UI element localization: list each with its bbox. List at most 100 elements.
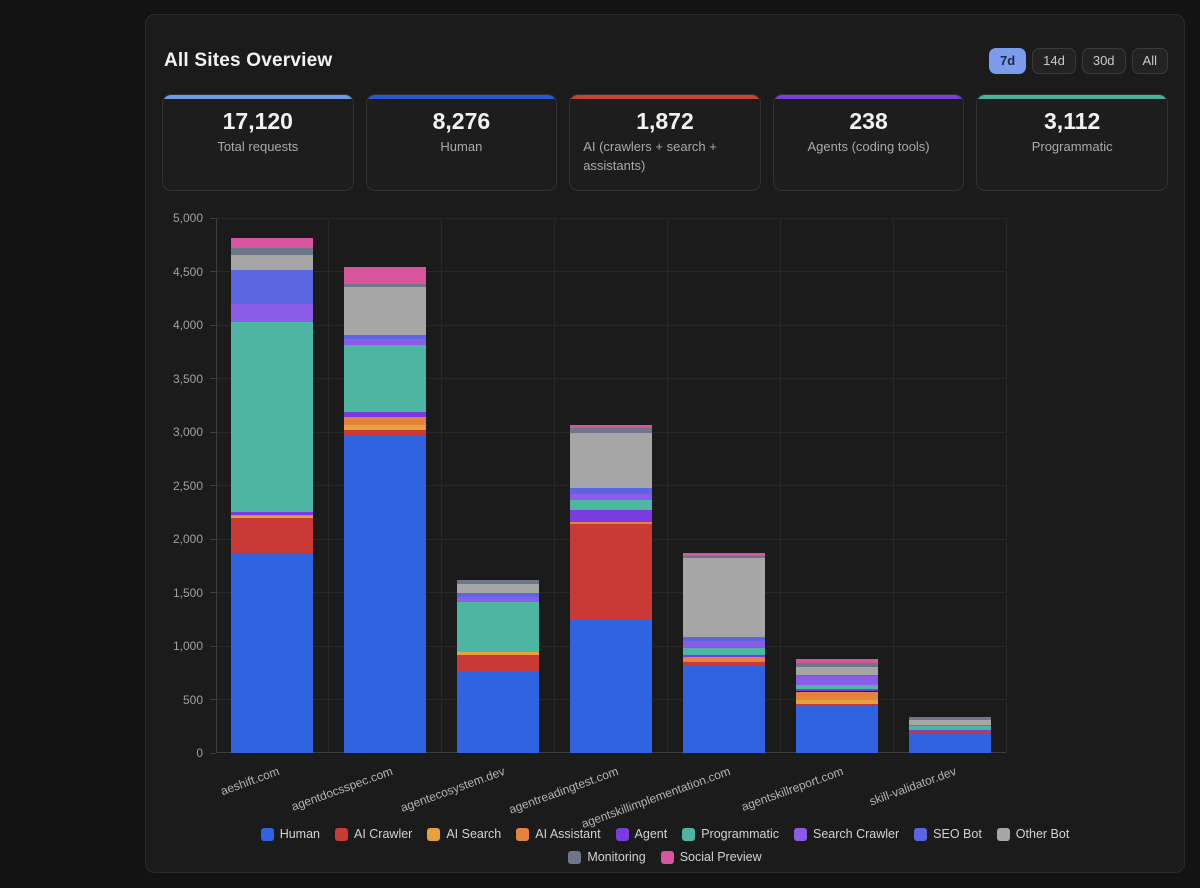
bar-segment-other-bot[interactable] bbox=[231, 255, 314, 271]
range-button-7d[interactable]: 7d bbox=[988, 48, 1027, 74]
bar-segment-search-crawler[interactable] bbox=[344, 339, 427, 345]
bar-segment-social-preview[interactable] bbox=[231, 238, 314, 248]
bar-segment-ai-search[interactable] bbox=[344, 425, 427, 431]
bar-segment-other-bot[interactable] bbox=[570, 432, 652, 489]
bar-segment-ai-search[interactable] bbox=[457, 652, 540, 655]
bar-segment-programmatic[interactable] bbox=[908, 725, 991, 730]
bar-segment-ai-crawler[interactable] bbox=[344, 430, 427, 437]
legend-item-programmatic[interactable]: Programmatic bbox=[682, 827, 779, 841]
bar-segment-other-bot[interactable] bbox=[344, 287, 427, 336]
stat-label: Programmatic bbox=[1031, 139, 1113, 154]
legend-label: AI Crawler bbox=[354, 827, 413, 841]
bar-segment-human[interactable] bbox=[570, 620, 652, 753]
bar-segment-ai-assistant[interactable] bbox=[457, 651, 540, 653]
legend-item-seo-bot[interactable]: SEO Bot bbox=[914, 827, 982, 841]
bar-segment-social-preview[interactable] bbox=[344, 266, 427, 284]
bar-segment-other-bot[interactable] bbox=[908, 719, 991, 725]
bar-segment-ai-crawler[interactable] bbox=[908, 730, 991, 733]
bar-segment-other-bot[interactable] bbox=[457, 584, 540, 593]
bar-segment-agent[interactable] bbox=[682, 655, 765, 658]
bar-segment-ai-assistant[interactable] bbox=[231, 514, 314, 516]
bar-segment-monitoring[interactable] bbox=[344, 283, 427, 288]
bar-segment-programmatic[interactable] bbox=[457, 601, 540, 652]
bar-segment-social-preview[interactable] bbox=[570, 424, 652, 428]
bar-segment-seo-bot[interactable] bbox=[795, 674, 878, 676]
bar-segment-programmatic[interactable] bbox=[344, 344, 427, 413]
range-button-30d[interactable]: 30d bbox=[1081, 48, 1126, 74]
stat-card-agents-coding-tools: 238 Agents (coding tools) bbox=[772, 94, 965, 191]
bar-segment-monitoring[interactable] bbox=[570, 427, 652, 433]
bar-segment-search-crawler[interactable] bbox=[795, 675, 878, 685]
bar-segment-agent[interactable] bbox=[344, 412, 427, 418]
bar-segment-agent[interactable] bbox=[795, 689, 878, 692]
time-range-group: 7d 14d 30d All bbox=[988, 48, 1168, 74]
bar-segment-human[interactable] bbox=[908, 732, 991, 753]
range-button-14d[interactable]: 14d bbox=[1032, 48, 1076, 74]
bar-segment-search-crawler[interactable] bbox=[231, 303, 314, 322]
y-axis-tick bbox=[210, 645, 216, 647]
bar-segment-human[interactable] bbox=[682, 666, 765, 753]
bar-segment-other-bot[interactable] bbox=[682, 557, 765, 638]
bar-segment-search-crawler[interactable] bbox=[457, 597, 540, 602]
bar-segment-ai-crawler[interactable] bbox=[570, 524, 652, 621]
legend-item-ai-crawler[interactable]: AI Crawler bbox=[335, 827, 412, 841]
bar-segment-search-crawler[interactable] bbox=[570, 494, 652, 500]
legend-item-human[interactable]: Human bbox=[260, 827, 320, 841]
bar-segment-seo-bot[interactable] bbox=[570, 488, 652, 495]
legend-item-monitoring[interactable]: Monitoring bbox=[568, 850, 646, 864]
bar-segment-ai-assistant[interactable] bbox=[682, 657, 765, 662]
range-button-all[interactable]: All bbox=[1131, 48, 1168, 74]
bar-segment-seo-bot[interactable] bbox=[457, 592, 540, 598]
bar-segment-programmatic[interactable] bbox=[570, 499, 652, 510]
legend-item-ai-search[interactable]: AI Search bbox=[427, 827, 501, 841]
legend-item-agent[interactable]: Agent bbox=[615, 827, 668, 841]
bar-segment-human[interactable] bbox=[457, 670, 540, 753]
stat-label: Human bbox=[440, 139, 483, 154]
legend-swatch-search-crawler bbox=[794, 827, 808, 841]
bar-segment-social-preview[interactable] bbox=[682, 553, 765, 556]
bar-segment-ai-assistant[interactable] bbox=[570, 522, 652, 525]
bar-segment-monitoring[interactable] bbox=[457, 580, 540, 585]
bar-segment-ai-crawler[interactable] bbox=[457, 654, 540, 671]
bar-segment-agent[interactable] bbox=[570, 509, 652, 523]
x-axis-label: agentdocsspec.com bbox=[288, 764, 395, 814]
bar-segment-ai-crawler[interactable] bbox=[231, 517, 314, 553]
bar-segment-agent[interactable] bbox=[908, 729, 991, 731]
bar-segment-programmatic[interactable] bbox=[795, 684, 878, 690]
bar-segment-agent[interactable] bbox=[231, 512, 314, 515]
bar-segment-seo-bot[interactable] bbox=[682, 637, 765, 642]
bar-segment-social-preview[interactable] bbox=[795, 659, 878, 663]
bar-segment-human[interactable] bbox=[795, 706, 878, 753]
bar-segment-ai-assistant[interactable] bbox=[795, 691, 878, 701]
bar-segment-other-bot[interactable] bbox=[795, 666, 878, 675]
legend-item-other-bot[interactable]: Other Bot bbox=[996, 827, 1069, 841]
y-axis-label: 3,000 bbox=[172, 425, 203, 439]
bar-segment-ai-assistant[interactable] bbox=[344, 417, 427, 426]
legend-item-social-preview[interactable]: Social Preview bbox=[660, 850, 762, 864]
bar-segment-programmatic[interactable] bbox=[231, 321, 314, 513]
bar-segment-human[interactable] bbox=[344, 436, 427, 753]
bar-segment-ai-crawler[interactable] bbox=[682, 661, 765, 667]
bar-segment-search-crawler[interactable] bbox=[682, 641, 765, 648]
legend-label: Agent bbox=[634, 827, 668, 841]
bar-segment-programmatic[interactable] bbox=[682, 647, 765, 656]
bar-segment-monitoring[interactable] bbox=[231, 247, 314, 256]
stat-value: 3,112 bbox=[1044, 108, 1101, 134]
bar-segment-ai-crawler[interactable] bbox=[795, 703, 878, 707]
y-axis-label: 1,000 bbox=[172, 639, 203, 653]
bar-segment-seo-bot[interactable] bbox=[231, 270, 314, 304]
bar-segment-seo-bot[interactable] bbox=[344, 335, 427, 340]
bar-segment-human[interactable] bbox=[231, 552, 314, 753]
x-axis-label: agentecosystem.dev bbox=[398, 764, 507, 815]
bar-segment-ai-search[interactable] bbox=[231, 516, 314, 518]
bar-segment-monitoring[interactable] bbox=[682, 555, 765, 558]
y-axis-tick bbox=[210, 431, 216, 433]
bar-segment-monitoring[interactable] bbox=[795, 662, 878, 667]
legend-item-ai-assistant[interactable]: AI Assistant bbox=[516, 827, 601, 841]
legend-swatch-agent bbox=[615, 827, 629, 841]
bar-segment-monitoring[interactable] bbox=[908, 717, 991, 720]
legend-item-search-crawler[interactable]: Search Crawler bbox=[794, 827, 899, 841]
gridline-horizontal bbox=[216, 378, 1006, 379]
bar-segment-ai-search[interactable] bbox=[795, 700, 878, 704]
bar-segment-search-crawler[interactable] bbox=[908, 724, 991, 726]
